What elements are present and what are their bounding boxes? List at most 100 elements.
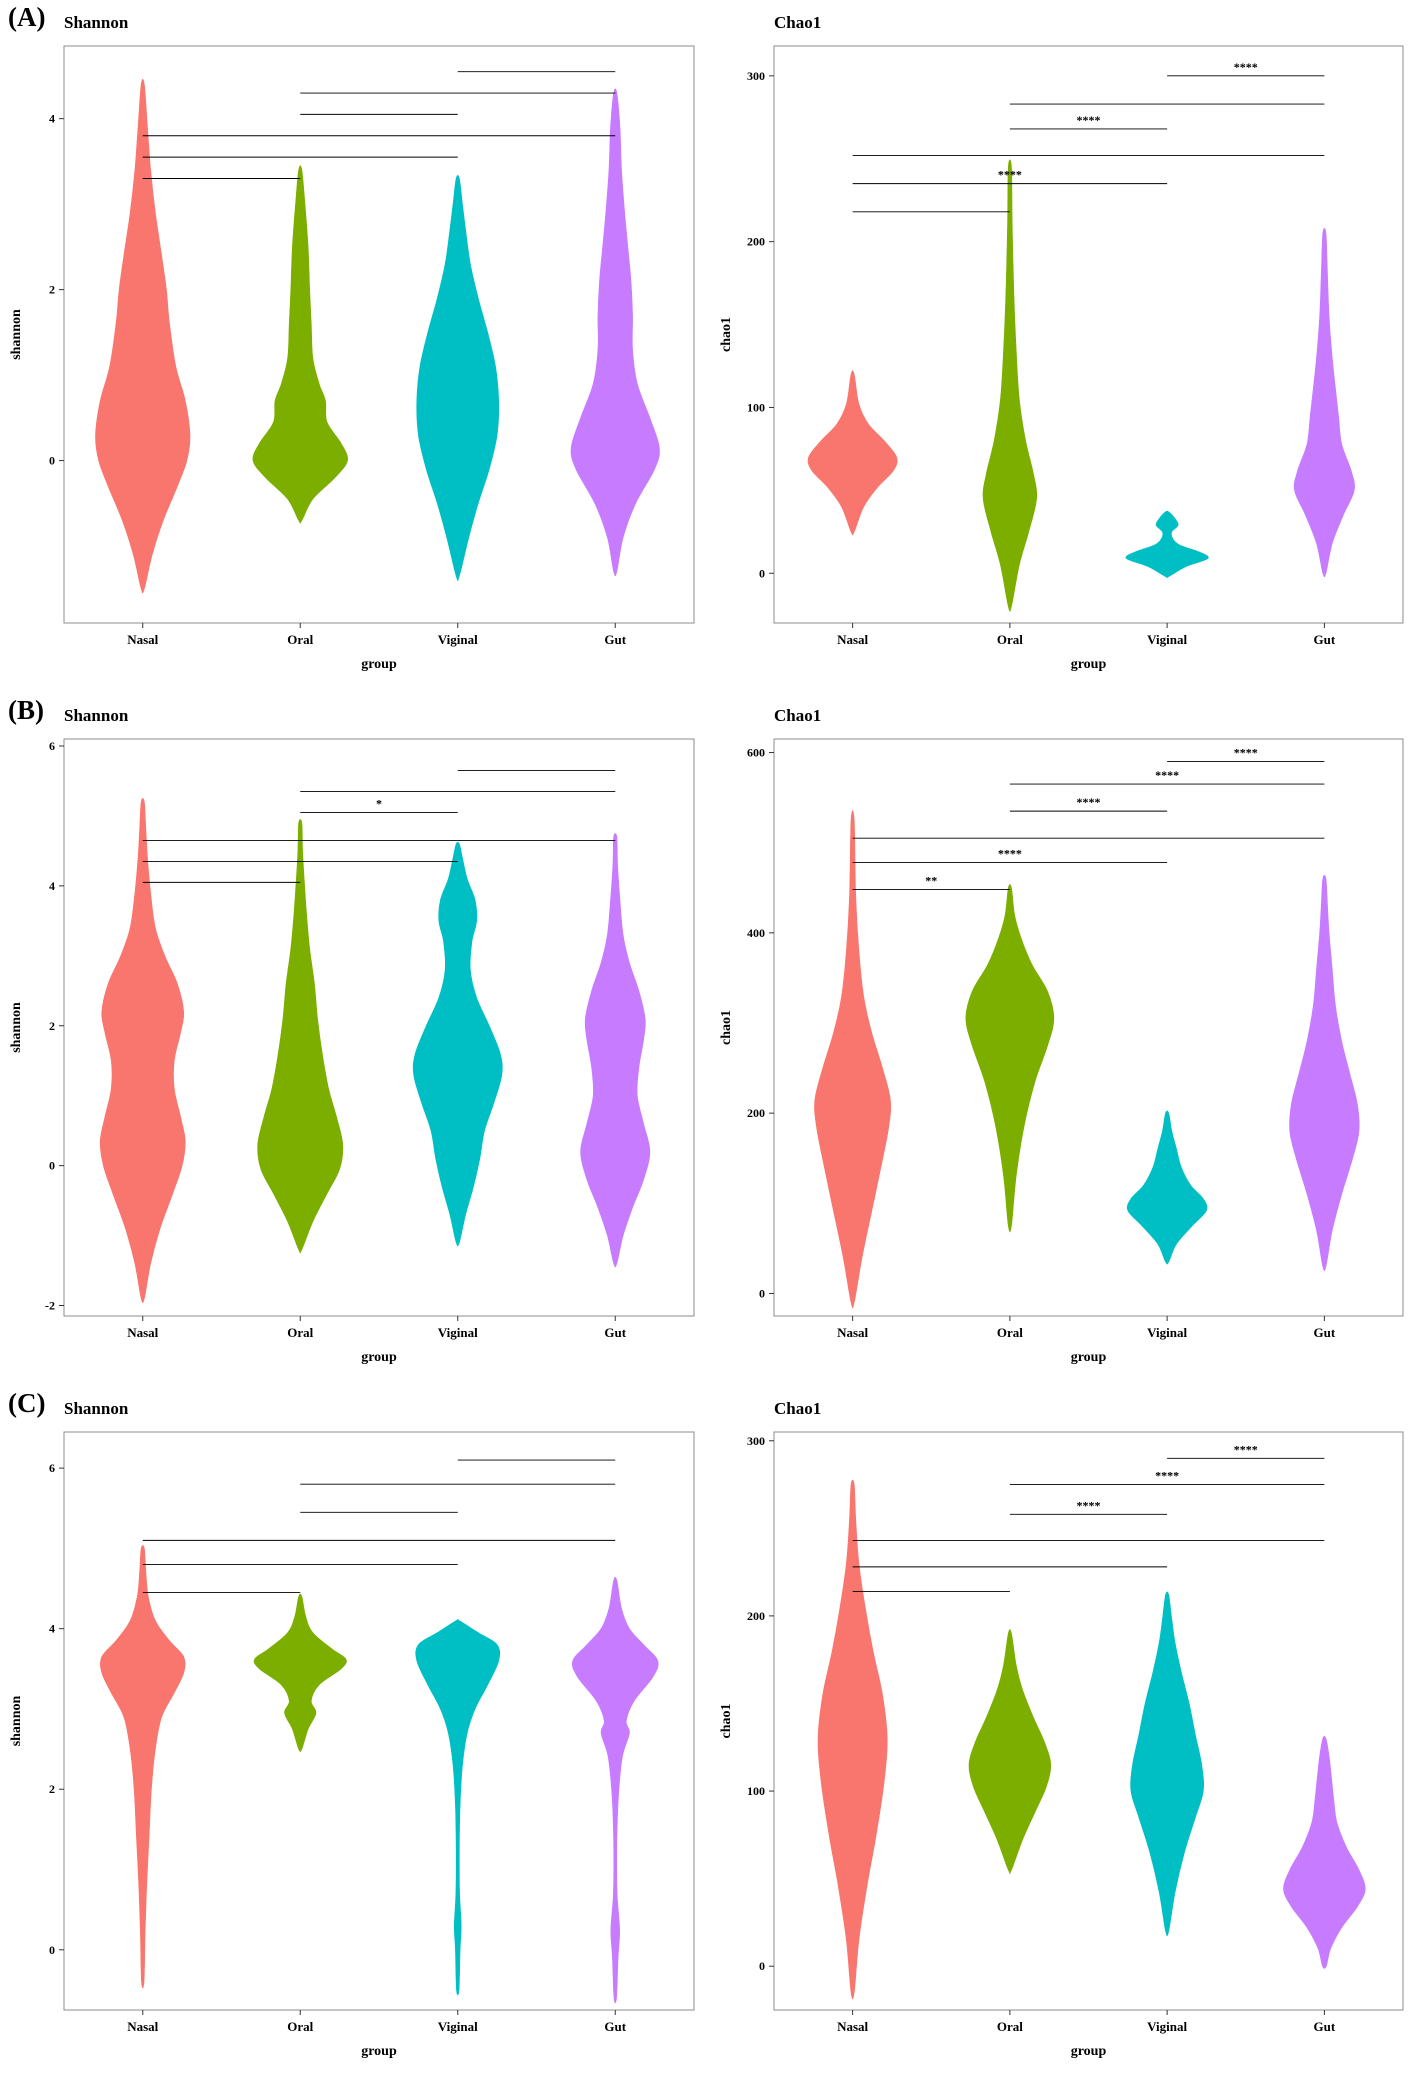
violin-chart-c-shannon: Shannon 0 2 4 6 Nasal Oral Viginal Gut group shann… [9,1399,695,2059]
violin-viginal [412,841,503,1247]
chart-title: Chao1 [774,706,821,725]
violin-nasal [100,1545,186,1989]
y-tick-label: 300 [747,1434,765,1448]
y-tick-label: 200 [747,1106,765,1120]
x-tick-label-gut: Gut [1314,632,1336,647]
y-tick-label: 100 [747,400,765,414]
y-axis-title: chao1 [719,1704,734,1739]
y-axis-title: shannon [9,1695,24,1746]
violin-chart-c-chao1: Chao1 0 100 200 300 Nasal Oral Viginal Gut group c… [719,1399,1404,2059]
plot-border [63,1431,695,2011]
x-tick-label-nasal: Nasal [837,1325,868,1340]
panel-a-chao1-cell: Chao1 0 100 200 300 Nasal Oral Viginal Gut group c… [710,0,1419,693]
x-tick-label-nasal: Nasal [127,632,158,647]
violin-viginal [1125,510,1209,579]
significance-stars: **** [1077,113,1101,127]
significance-stars: **** [1077,795,1101,809]
x-tick-label-gut: Gut [604,1325,626,1340]
x-tick-label-gut: Gut [1314,1325,1336,1340]
plot-border [63,45,695,624]
significance-stars: **** [998,847,1022,861]
violin-nasal [807,370,898,536]
y-tick-label: 2 [49,283,55,297]
violin-nasal [99,798,186,1304]
significance-stars: **** [1234,60,1258,74]
x-tick-label-viginal: Viginal [438,2019,478,2034]
violin-gut [1293,227,1355,578]
violin-viginal [416,174,500,582]
x-tick-label-nasal: Nasal [127,1325,158,1340]
chart-title: Shannon [64,1399,129,1418]
x-tick-label-viginal: Viginal [1147,2019,1187,2034]
y-tick-label: 200 [747,1609,765,1623]
y-tick-label: 0 [759,1959,765,1973]
x-tick-label-gut: Gut [1314,2019,1336,2034]
y-tick-label: 0 [759,566,765,580]
x-tick-label-gut: Gut [604,2019,626,2034]
y-axis-title: chao1 [719,1010,734,1045]
panel-b-chao1-cell: Chao1 0 200 400 600 Nasal Oral Viginal Gut group c… [710,693,1419,1386]
x-tick-label-viginal: Viginal [1147,1325,1187,1340]
significance-stars: **** [1155,1469,1179,1483]
y-tick-label: 6 [49,739,55,753]
y-tick-label: 600 [747,746,765,760]
x-axis-title: group [361,657,397,672]
violin-nasal [814,810,892,1309]
y-tick-label: 0 [49,1943,55,1957]
plot-border [773,1431,1404,2011]
violin-gut [1289,875,1360,1272]
y-axis-title: shannon [9,1002,24,1053]
y-tick-label: 0 [759,1286,765,1300]
y-tick-label: 4 [49,112,55,126]
panel-b-shannon-cell: (B) Shannon -2 0 2 4 6 Nasal Oral Viginal Gut grou… [0,693,710,1386]
y-tick-label: 200 [747,235,765,249]
significance-stars: * [376,796,382,810]
plot-border [773,738,1404,1317]
panel-c-chao1-cell: Chao1 0 100 200 300 Nasal Oral Viginal Gut group c… [710,1386,1419,2080]
significance-stars: **** [1155,768,1179,782]
y-tick-label: 6 [49,1461,55,1475]
x-tick-label-gut: Gut [604,632,626,647]
violin-viginal [415,1618,501,1996]
violin-viginal [1130,1591,1204,1937]
violin-oral [965,884,1055,1233]
y-tick-label: 4 [49,879,55,893]
x-tick-label-nasal: Nasal [127,2019,158,2034]
chart-title: Shannon [64,13,129,32]
significance-stars: **** [1077,1498,1101,1512]
y-tick-label: 100 [747,1784,765,1798]
panel-a-shannon-cell: (A) Shannon 0 2 4 Nasal Oral Viginal Gut group sh… [0,0,710,693]
y-tick-label: -2 [45,1299,55,1313]
x-tick-label-oral: Oral [997,2019,1023,2034]
violin-oral [982,159,1038,612]
x-tick-label-oral: Oral [997,1325,1023,1340]
significance-stars: **** [998,168,1022,182]
x-axis-title: group [1071,1350,1107,1365]
x-tick-label-viginal: Viginal [438,632,478,647]
x-axis-title: group [1071,657,1107,672]
x-tick-label-oral: Oral [287,2019,313,2034]
y-tick-label: 0 [49,1159,55,1173]
panel-c-shannon-cell: (C) Shannon 0 2 4 6 Nasal Oral Viginal Gut group s… [0,1386,710,2080]
y-tick-label: 2 [49,1019,55,1033]
chart-title: Shannon [64,706,129,725]
violin-oral [252,165,348,524]
y-tick-label: 0 [49,454,55,468]
y-tick-label: 2 [49,1782,55,1796]
violin-nasal [817,1479,888,2000]
x-tick-label-viginal: Viginal [438,1325,478,1340]
violin-gut [1283,1736,1366,1969]
chart-title: Chao1 [774,1399,821,1418]
violin-chart-a-chao1: Chao1 0 100 200 300 Nasal Oral Viginal Gut group c… [719,13,1404,672]
x-axis-title: group [361,2044,397,2059]
panel-label-c: (C) [8,1388,46,1418]
panel-label-b: (B) [8,695,44,725]
y-tick-label: 4 [49,1622,55,1636]
violin-nasal [95,78,191,594]
violin-chart-a-shannon: Shannon 0 2 4 Nasal Oral Viginal Gut group shanno… [9,13,695,672]
violin-gut [571,1576,659,2004]
violin-oral [968,1629,1052,1874]
x-tick-label-oral: Oral [287,1325,313,1340]
panel-label-a: (A) [8,2,46,32]
